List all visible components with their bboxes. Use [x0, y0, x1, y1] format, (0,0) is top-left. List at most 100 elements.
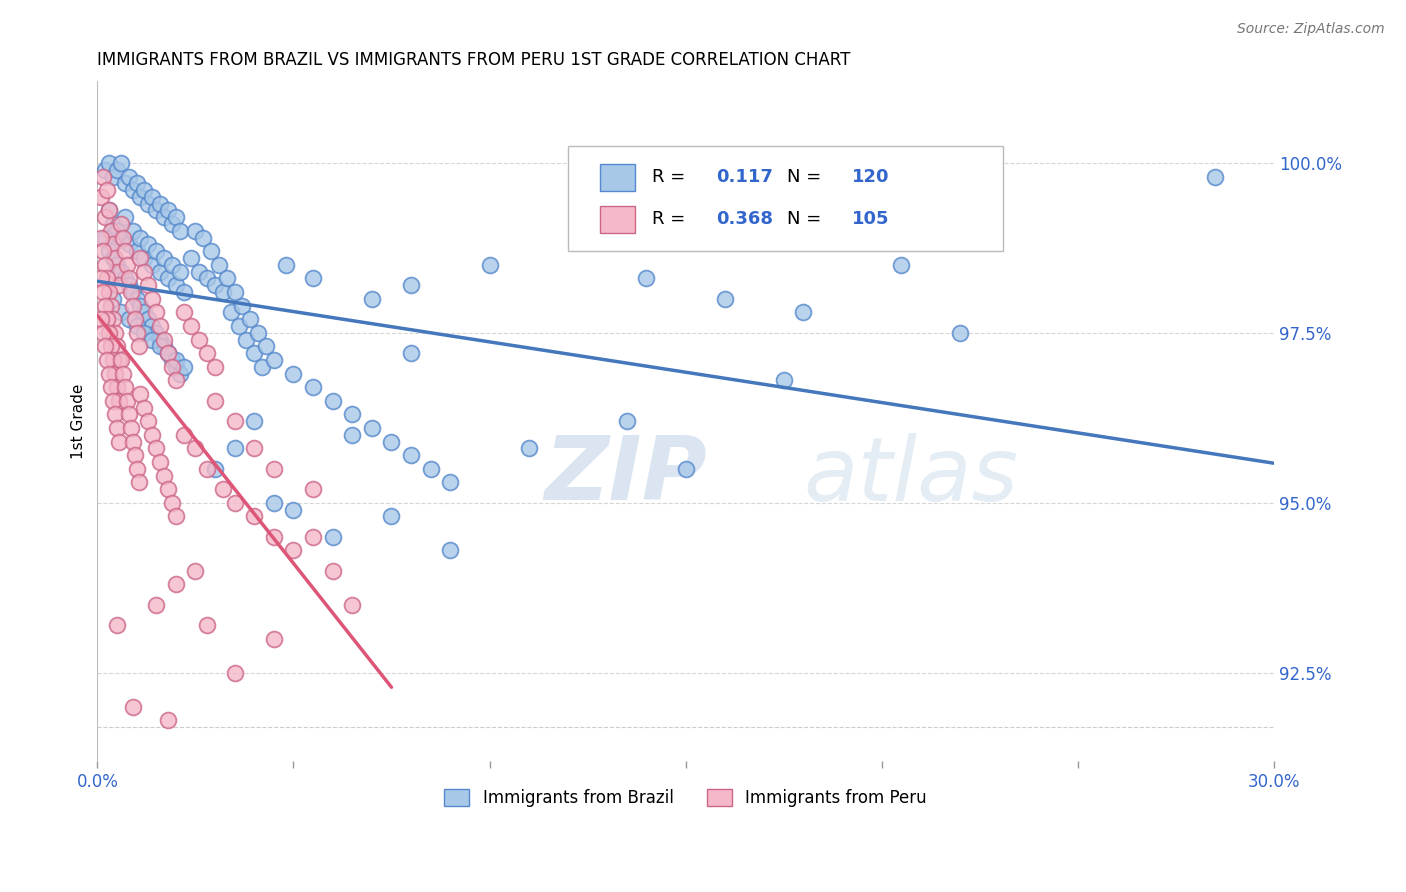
- Text: R =: R =: [651, 211, 690, 228]
- Point: [101, 312, 124, 326]
- Point: [104, 326, 127, 340]
- Point: [98, 203, 121, 218]
- Text: IMMIGRANTS FROM BRAZIL VS IMMIGRANTS FROM PERU 1ST GRADE CORRELATION CHART: IMMIGRANTS FROM BRAZIL VS IMMIGRANTS FRO…: [97, 51, 851, 69]
- Point: [263, 462, 285, 476]
- Point: [110, 353, 132, 368]
- FancyBboxPatch shape: [600, 163, 636, 191]
- Point: [110, 217, 132, 231]
- Point: [104, 367, 127, 381]
- Text: 120: 120: [852, 169, 889, 186]
- Point: [173, 359, 195, 374]
- Point: [173, 285, 195, 299]
- Point: [169, 265, 191, 279]
- Point: [890, 258, 912, 272]
- Point: [263, 632, 285, 646]
- Point: [110, 265, 132, 279]
- Point: [195, 271, 218, 285]
- Point: [204, 278, 226, 293]
- Point: [949, 326, 972, 340]
- Point: [115, 258, 138, 272]
- Point: [98, 367, 121, 381]
- Point: [98, 244, 121, 259]
- Point: [322, 530, 344, 544]
- Point: [125, 292, 148, 306]
- Point: [128, 339, 150, 353]
- Point: [110, 230, 132, 244]
- Point: [105, 265, 128, 279]
- Point: [118, 237, 141, 252]
- Point: [169, 367, 191, 381]
- Text: Source: ZipAtlas.com: Source: ZipAtlas.com: [1237, 22, 1385, 37]
- Point: [165, 278, 187, 293]
- Point: [243, 509, 266, 524]
- Point: [675, 462, 697, 476]
- Point: [439, 475, 461, 490]
- Point: [100, 339, 122, 353]
- Point: [228, 319, 250, 334]
- Point: [165, 353, 187, 368]
- Point: [101, 217, 124, 231]
- Point: [165, 577, 187, 591]
- Point: [243, 414, 266, 428]
- Point: [145, 326, 167, 340]
- Point: [180, 251, 202, 265]
- Point: [121, 434, 143, 449]
- Point: [263, 353, 285, 368]
- Point: [283, 502, 305, 516]
- Point: [124, 312, 146, 326]
- Point: [636, 271, 658, 285]
- Point: [274, 258, 297, 272]
- Point: [101, 237, 124, 252]
- Point: [90, 271, 112, 285]
- Point: [111, 230, 134, 244]
- Point: [134, 183, 156, 197]
- Point: [129, 251, 152, 265]
- Point: [134, 251, 156, 265]
- Point: [283, 543, 305, 558]
- Point: [96, 353, 118, 368]
- Point: [156, 203, 179, 218]
- Text: 0.117: 0.117: [716, 169, 773, 186]
- Point: [302, 271, 325, 285]
- Point: [156, 346, 179, 360]
- Point: [105, 421, 128, 435]
- Point: [224, 414, 246, 428]
- Point: [714, 292, 737, 306]
- Point: [247, 326, 270, 340]
- Point: [101, 251, 124, 265]
- Point: [105, 258, 128, 272]
- Point: [156, 346, 179, 360]
- Point: [1204, 169, 1226, 184]
- Point: [195, 346, 218, 360]
- Point: [101, 292, 124, 306]
- Point: [243, 442, 266, 456]
- Point: [184, 224, 207, 238]
- Point: [250, 359, 273, 374]
- Point: [134, 326, 156, 340]
- Point: [302, 380, 325, 394]
- Point: [118, 278, 141, 293]
- Point: [188, 265, 211, 279]
- Point: [156, 271, 179, 285]
- Point: [517, 442, 540, 456]
- Point: [224, 665, 246, 680]
- Point: [160, 496, 183, 510]
- Point: [165, 373, 187, 387]
- Point: [120, 421, 142, 435]
- Point: [360, 292, 382, 306]
- Point: [195, 462, 218, 476]
- Point: [129, 190, 152, 204]
- Point: [792, 305, 814, 319]
- Point: [180, 319, 202, 334]
- Point: [208, 258, 231, 272]
- Point: [94, 258, 117, 272]
- Point: [224, 442, 246, 456]
- FancyBboxPatch shape: [568, 146, 1004, 252]
- Point: [141, 190, 163, 204]
- Point: [108, 434, 131, 449]
- Point: [98, 326, 121, 340]
- Point: [263, 496, 285, 510]
- Point: [108, 393, 131, 408]
- Y-axis label: 1st Grade: 1st Grade: [72, 384, 86, 458]
- Point: [96, 271, 118, 285]
